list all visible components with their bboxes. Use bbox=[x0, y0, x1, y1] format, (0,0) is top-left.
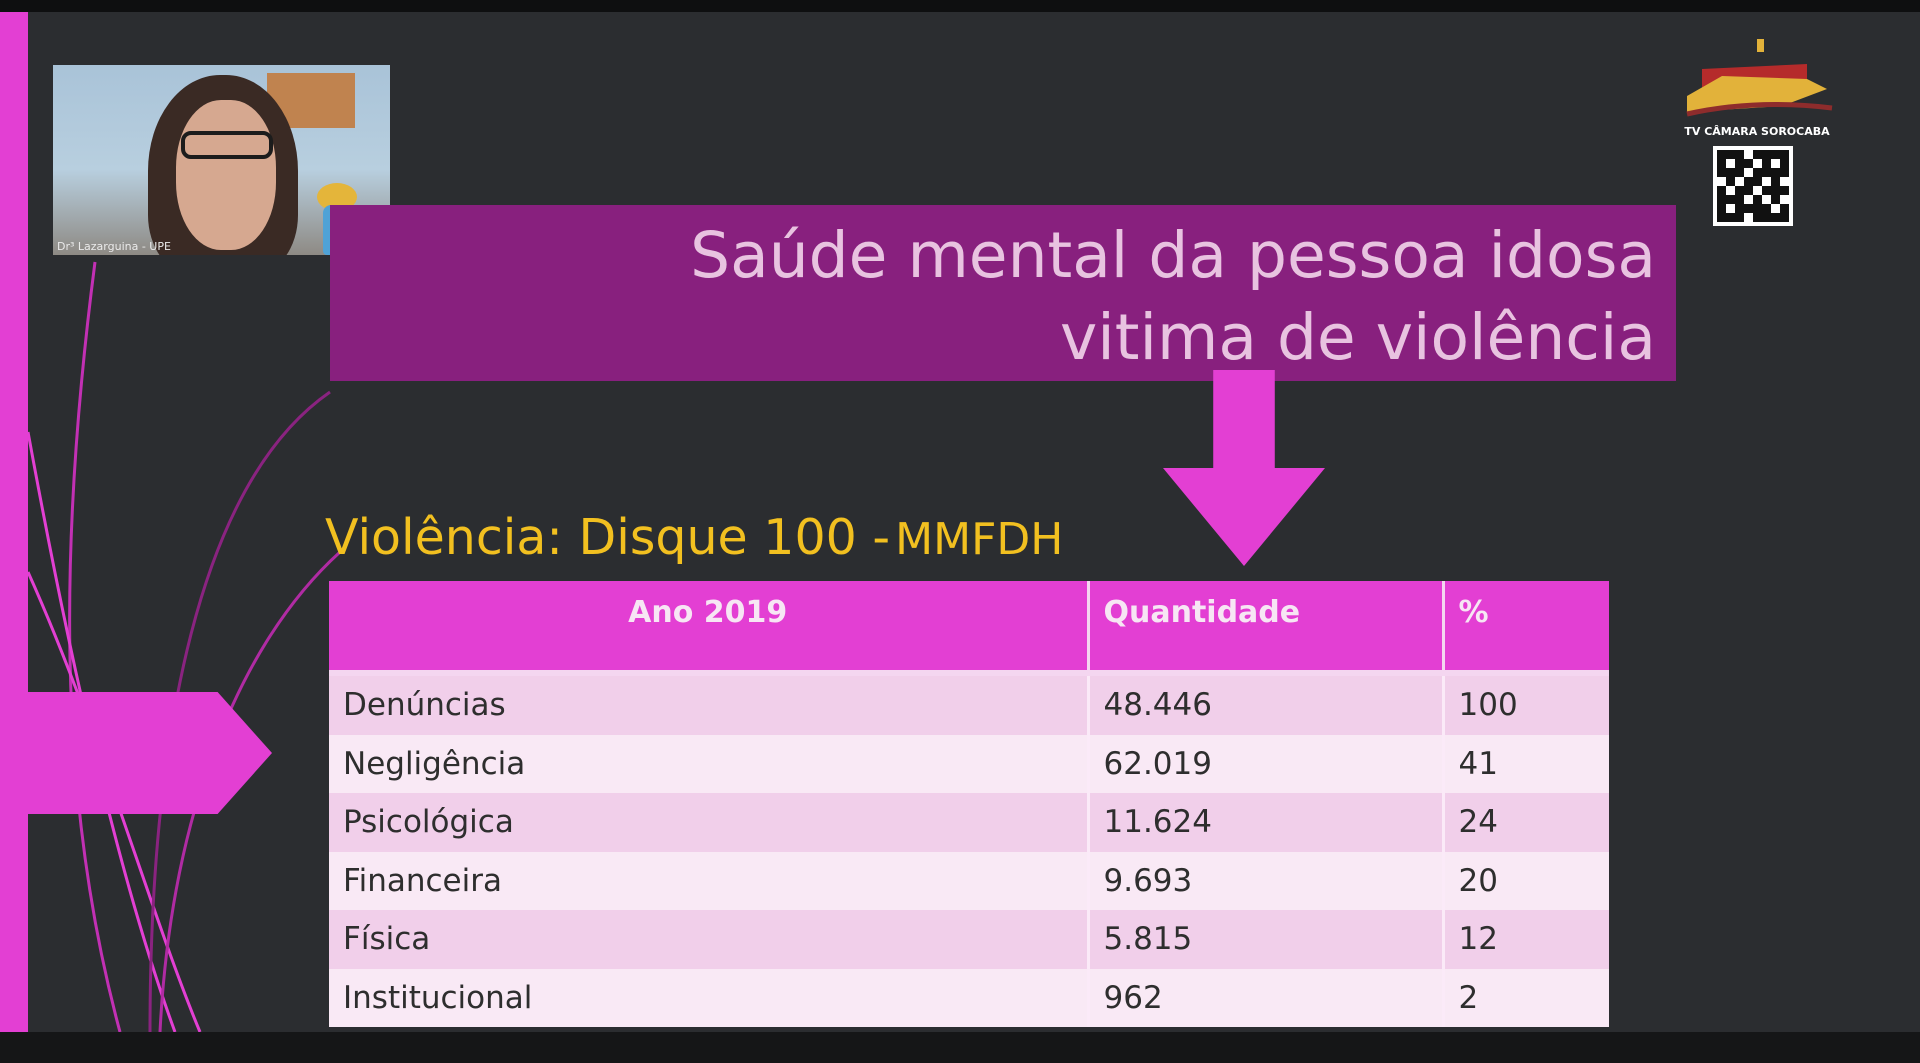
header-percent: % bbox=[1443, 581, 1609, 676]
left-arrow-shape bbox=[0, 692, 272, 814]
row-quantity: 48.446 bbox=[1088, 673, 1445, 735]
video-bottom-band bbox=[0, 1032, 1920, 1063]
down-arrow-shape bbox=[1163, 370, 1325, 566]
table-row: Institucional 962 2 bbox=[329, 968, 1609, 1027]
row-category: Institucional bbox=[329, 968, 1090, 1027]
slide-title-line-2: vitima de violência bbox=[1059, 301, 1656, 374]
webcam-video: Dr³ Lazarguina - UPE bbox=[53, 65, 390, 255]
row-percent: 20 bbox=[1443, 851, 1609, 910]
webcam-caption: Dr³ Lazarguina - UPE bbox=[57, 240, 171, 253]
table-row: Negligência 62.019 41 bbox=[329, 734, 1609, 793]
table-row: Denúncias 48.446 100 bbox=[329, 673, 1609, 735]
row-percent: 24 bbox=[1443, 793, 1609, 852]
row-quantity: 5.815 bbox=[1088, 910, 1445, 969]
slide-title-line-1: Saúde mental da pessoa idosa bbox=[690, 219, 1656, 292]
row-quantity: 11.624 bbox=[1088, 793, 1445, 852]
subtitle-main: Violência: Disque 100 - bbox=[325, 509, 891, 566]
presentation-slide: Dr³ Lazarguina - UPE TV CÂMARA SOROCABA … bbox=[0, 12, 1920, 1032]
table-row: Psicológica 11.624 24 bbox=[329, 793, 1609, 852]
row-quantity: 62.019 bbox=[1088, 734, 1445, 793]
row-percent: 100 bbox=[1443, 673, 1609, 735]
row-category: Denúncias bbox=[329, 673, 1090, 735]
violence-data-table: Ano 2019 Quantidade % Denúncias 48.446 1… bbox=[329, 581, 1609, 1027]
qr-code-icon bbox=[1713, 146, 1793, 226]
left-accent-bar bbox=[0, 12, 28, 1032]
row-percent: 12 bbox=[1443, 910, 1609, 969]
row-category: Financeira bbox=[329, 851, 1090, 910]
table-header-row: Ano 2019 Quantidade % bbox=[329, 581, 1609, 676]
row-category: Negligência bbox=[329, 734, 1090, 793]
table-row: Financeira 9.693 20 bbox=[329, 851, 1609, 910]
row-quantity: 9.693 bbox=[1088, 851, 1445, 910]
slide-title: Saúde mental da pessoa idosa vitima de v… bbox=[330, 205, 1676, 381]
row-percent: 41 bbox=[1443, 734, 1609, 793]
table-row: Física 5.815 12 bbox=[329, 910, 1609, 969]
subtitle-source: MMFDH bbox=[895, 514, 1064, 565]
row-quantity: 962 bbox=[1088, 968, 1445, 1027]
row-percent: 2 bbox=[1443, 968, 1609, 1027]
row-category: Física bbox=[329, 910, 1090, 969]
header-year: Ano 2019 bbox=[329, 581, 1090, 676]
row-category: Psicológica bbox=[329, 793, 1090, 852]
table-subtitle: Violência: Disque 100 - MMFDH bbox=[325, 509, 1063, 566]
header-quantity: Quantidade bbox=[1088, 581, 1445, 676]
tv-camara-logo-icon bbox=[1686, 39, 1833, 117]
logo-caption: TV CÂMARA SOROCABA bbox=[1684, 125, 1830, 138]
